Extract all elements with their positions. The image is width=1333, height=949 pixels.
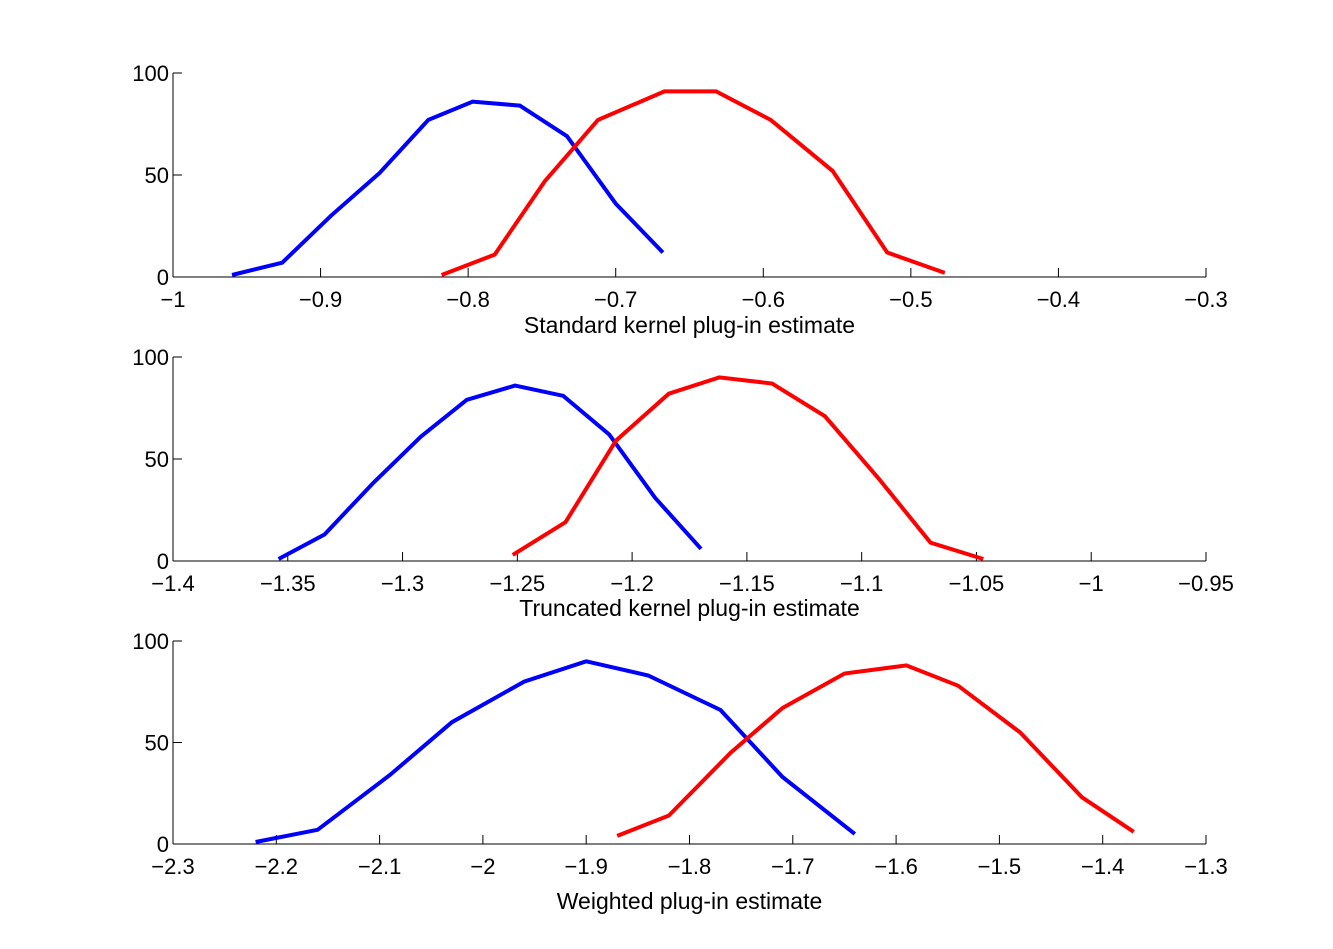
chart-panel-1: −1 −0.9 −0.8 −0.7 −0.6 −0.5 −0.4 −0.3 0 50 100 Stan…	[132, 61, 1227, 338]
series-line-1	[277, 383, 703, 561]
x-tick-label: −1.6	[874, 854, 917, 879]
x-tick-label: −1	[1079, 571, 1104, 596]
x-tick-label: −1.4	[151, 571, 194, 596]
series-line-2	[511, 375, 984, 561]
x-axis-label: Weighted plug-in estimate	[557, 888, 823, 914]
x-tick-label: −0.6	[742, 287, 785, 312]
x-tick-label: −1.4	[1081, 854, 1124, 879]
x-tick-label: −0.9	[299, 287, 342, 312]
x-tick-label: −1.2	[610, 571, 653, 596]
series-line-2	[616, 663, 1135, 838]
x-tick-label: −2.2	[255, 854, 298, 879]
y-tick-label: 0	[157, 265, 169, 290]
x-tick-label: −2	[470, 854, 495, 879]
y-tick-label: 0	[157, 832, 169, 857]
y-tick-label: 50	[145, 163, 169, 188]
x-tick-label: −0.5	[889, 287, 932, 312]
chart-panel-2: −1.4 −1.35 −1.3 −1.25 −1.2 −1.15 −1.1 −1.05 −1 −0…	[132, 345, 1234, 621]
y-tick-label: 50	[145, 447, 169, 472]
x-tick-label: −2.3	[151, 854, 194, 879]
x-tick-label: −1.25	[489, 571, 545, 596]
chart-panel-3: −2.3 −2.2 −2.1 −2 −1.9 −1.8 −1.7 −1.6 −1.5 −1.4 −1…	[132, 629, 1227, 914]
x-tick-label: −1	[160, 287, 185, 312]
x-tick-label: −0.8	[446, 287, 489, 312]
x-tick-label: −1.3	[1184, 854, 1227, 879]
x-axis-label: Truncated kernel plug-in estimate	[519, 595, 860, 621]
y-tick-label: 100	[132, 61, 169, 86]
x-tick-label: −1.7	[771, 854, 814, 879]
series-line-1	[255, 659, 857, 844]
series-line-1	[231, 99, 665, 277]
y-tick-label: 0	[157, 549, 169, 574]
y-tick-label: 100	[132, 345, 169, 370]
x-tick-label: −0.3	[1184, 287, 1227, 312]
series-line-2	[440, 89, 946, 277]
x-tick-label: −1.15	[719, 571, 775, 596]
x-tick-label: −1.3	[381, 571, 424, 596]
x-tick-label: −0.7	[594, 287, 637, 312]
x-tick-label: −1.9	[564, 854, 607, 879]
x-tick-label: −1.8	[668, 854, 711, 879]
x-tick-label: −1.1	[840, 571, 883, 596]
y-tick-label: 50	[145, 731, 169, 756]
x-axis-label: Standard kernel plug-in estimate	[524, 312, 855, 338]
x-tick-label: −0.4	[1037, 287, 1080, 312]
x-tick-label: −1.5	[978, 854, 1021, 879]
y-tick-label: 100	[132, 629, 169, 654]
x-tick-label: −1.05	[949, 571, 1005, 596]
x-tick-label: −1.35	[260, 571, 316, 596]
x-tick-label: −2.1	[358, 854, 401, 879]
x-tick-label: −0.95	[1178, 571, 1234, 596]
